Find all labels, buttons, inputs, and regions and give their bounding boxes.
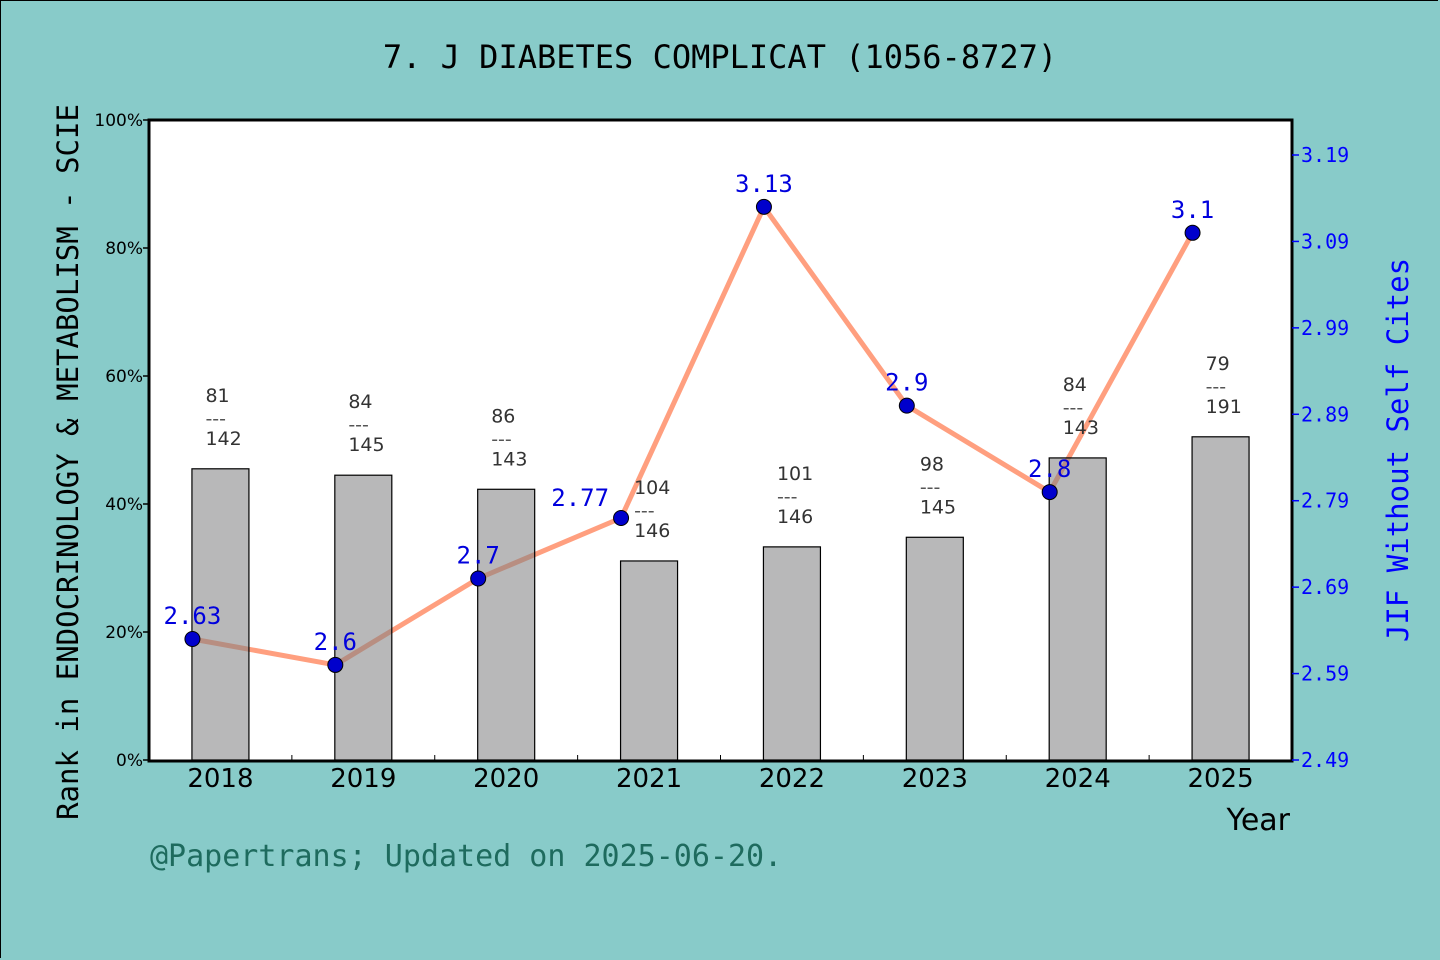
jif-point <box>1184 224 1201 241</box>
rank-bar <box>1191 436 1250 761</box>
x-tick-label: 2020 <box>473 764 539 794</box>
total-label: 143 <box>491 448 527 470</box>
rank-label: 84 <box>348 391 372 413</box>
jif-point <box>755 198 772 215</box>
right-tick-label: 2.59 <box>1301 662 1349 686</box>
x-tick-label: 2022 <box>759 764 825 794</box>
total-label: 146 <box>634 520 670 542</box>
total-label: 191 <box>1206 396 1242 418</box>
rank-separator: --- <box>634 500 655 522</box>
jif-point <box>1041 484 1058 501</box>
left-tick-label: 80% <box>105 239 143 259</box>
x-tick-label: 2024 <box>1045 764 1111 794</box>
rank-separator: --- <box>1206 376 1227 398</box>
right-tick-label: 2.79 <box>1301 489 1349 513</box>
rank-label: 81 <box>205 385 229 407</box>
jif-value-label: 2.9 <box>885 369 928 397</box>
right-axis-label: JIF Without Self Cites <box>1381 258 1415 642</box>
right-tick-label: 3.09 <box>1301 229 1349 253</box>
jif-value-label: 3.1 <box>1171 196 1214 224</box>
x-tick-label: 2021 <box>616 764 682 794</box>
x-tick-label: 2019 <box>330 764 396 794</box>
right-tick-label: 2.99 <box>1301 316 1349 340</box>
jif-point <box>613 510 630 526</box>
right-tick-label: 2.69 <box>1301 575 1349 599</box>
rank-bar <box>334 474 393 761</box>
right-tick-label: 2.89 <box>1301 402 1349 426</box>
rank-bar <box>762 546 822 761</box>
rank-label: 104 <box>634 477 670 499</box>
total-label: 142 <box>205 428 241 450</box>
rank-bar <box>619 560 679 761</box>
jif-point <box>470 570 487 587</box>
rank-separator: --- <box>920 476 941 498</box>
jif-point <box>898 397 915 414</box>
jif-points: 2.63 2.6 2.7 2.77 3.13 2.9 2.8 3.1 <box>164 170 1214 673</box>
left-tick-label: 0% <box>116 751 143 771</box>
x-tick-label: 2023 <box>902 764 968 794</box>
total-label: 145 <box>348 434 384 456</box>
rank-separator: --- <box>777 486 798 508</box>
left-tick-label: 60% <box>105 367 143 387</box>
jif-point <box>184 631 201 647</box>
jif-value-label: 2.6 <box>314 628 357 656</box>
x-tick-label: 2018 <box>187 764 253 794</box>
jif-point <box>327 656 344 673</box>
rank-separator: --- <box>348 414 369 436</box>
total-label: 143 <box>1063 417 1099 439</box>
jif-value-label: 3.13 <box>735 170 793 198</box>
rank-bars: 81---14284---14586---143104---146101---1… <box>191 353 1250 761</box>
rank-bar <box>191 468 250 761</box>
footer-credit: @Papertrans; Updated on 2025-06-20. <box>150 839 782 874</box>
rank-separator: --- <box>1063 397 1084 419</box>
left-axis: 0% 20% 40% 60% 80% 100% <box>94 111 149 771</box>
total-label: 145 <box>920 496 956 518</box>
chart-title: 7. J DIABETES COMPLICAT (1056-8727) <box>383 38 1057 76</box>
right-tick-label: 2.49 <box>1301 748 1349 772</box>
right-tick-label: 3.19 <box>1301 143 1349 167</box>
rank-bar <box>477 488 536 761</box>
jif-value-label: 2.77 <box>551 484 609 512</box>
total-label: 146 <box>777 506 813 528</box>
rank-label: 79 <box>1206 353 1230 375</box>
jif-value-label: 2.8 <box>1028 455 1071 483</box>
rank-label: 86 <box>491 405 515 427</box>
left-axis-label: Rank in ENDOCRINOLOGY & METABOLISM - SCI… <box>51 104 85 820</box>
left-tick-label: 40% <box>105 495 143 515</box>
rank-bar <box>905 536 964 761</box>
rank-separator: --- <box>205 408 226 430</box>
rank-label: 98 <box>920 453 944 475</box>
left-tick-label: 100% <box>94 111 143 131</box>
x-axis-label: Year <box>1225 803 1290 838</box>
x-axis: 2018 2019 2020 2021 2022 2023 2024 2025 <box>187 755 1254 794</box>
plot-area <box>147 118 1294 763</box>
rank-label: 84 <box>1063 374 1087 396</box>
x-tick-label: 2025 <box>1187 764 1253 794</box>
right-axis: 2.49 2.59 2.69 2.79 2.89 2.99 3.09 3.19 <box>1292 143 1349 772</box>
rank-separator: --- <box>491 428 512 450</box>
left-tick-label: 20% <box>105 623 143 643</box>
rank-label: 101 <box>777 463 813 485</box>
rank-bar <box>1048 457 1107 761</box>
jif-value-label: 2.63 <box>164 602 222 630</box>
jif-value-label: 2.7 <box>457 542 500 570</box>
